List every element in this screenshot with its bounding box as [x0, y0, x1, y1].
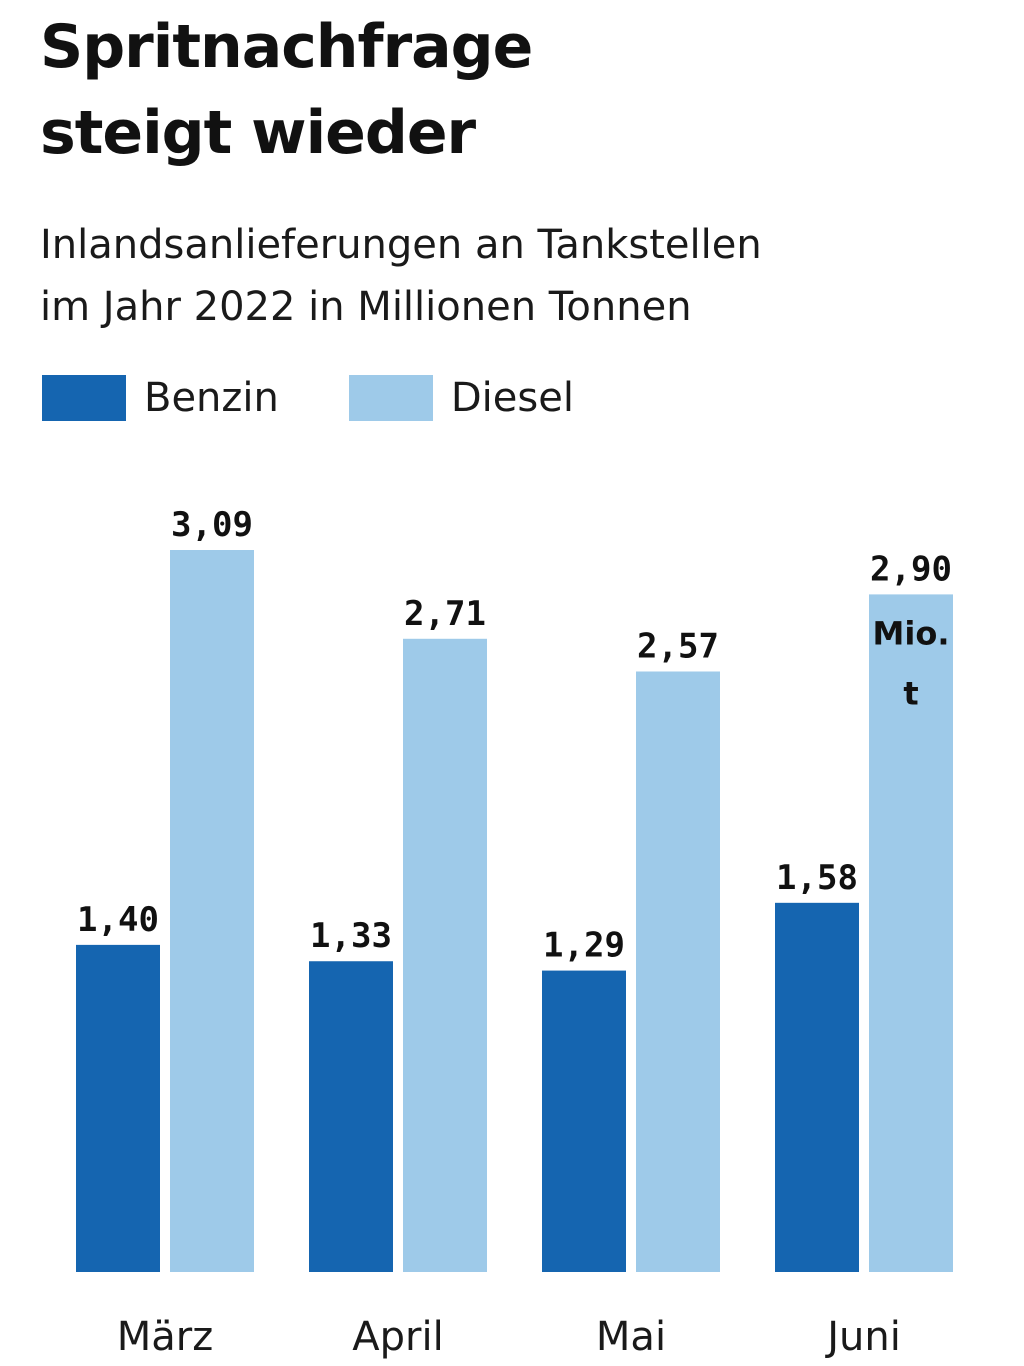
title-line-2: steigt wieder	[40, 98, 476, 168]
chart-title: Spritnachfrage steigt wieder	[40, 4, 940, 176]
bar-chart: 1,40 3,09 März 1,33 2,71 April 1,29 2,57 Mai 1,58…	[76, 505, 953, 1360]
legend-swatch-benzin	[42, 375, 126, 421]
category-label-1: April	[352, 1314, 443, 1360]
category-label-3: Juni	[824, 1314, 901, 1360]
bar-diesel-1	[403, 638, 487, 1272]
subtitle-line-1: Inlandsanlieferungen an Tankstellen	[40, 222, 762, 268]
data-label-benzin-0: 1,40	[77, 900, 159, 940]
data-label-diesel-3: 2,90	[870, 549, 952, 589]
data-label-diesel-1: 2,71	[404, 594, 486, 634]
legend-swatch-diesel	[348, 375, 433, 421]
legend: Benzin Diesel	[42, 372, 644, 424]
data-label-benzin-1: 1,33	[310, 916, 392, 956]
legend-label-benzin: Benzin	[144, 375, 279, 421]
bar-benzin-1	[309, 961, 393, 1272]
title-line-1: Spritnachfrage	[40, 12, 533, 82]
bar-diesel-0	[170, 550, 254, 1272]
data-label-diesel-0: 3,09	[171, 505, 253, 545]
legend-item-benzin: Benzin	[42, 375, 279, 421]
category-label-2: Mai	[596, 1314, 666, 1360]
data-label-diesel-2: 2,57	[637, 627, 719, 667]
legend-label-diesel: Diesel	[450, 375, 574, 421]
unit-annotation-line-2: t	[903, 674, 918, 712]
legend-item-diesel: Diesel	[348, 375, 574, 421]
bar-benzin-0	[76, 944, 160, 1272]
bar-benzin-2	[542, 970, 626, 1272]
data-label-benzin-2: 1,29	[543, 926, 625, 966]
unit-annotation-line-1: Mio.	[873, 614, 950, 652]
bar-benzin-3	[775, 902, 859, 1272]
chart-subtitle: Inlandsanlieferungen an Tankstellen im J…	[40, 214, 980, 338]
subtitle-line-2: im Jahr 2022 in Millionen Tonnen	[40, 284, 692, 330]
bar-diesel-3	[869, 594, 953, 1272]
category-label-0: März	[117, 1314, 213, 1360]
data-label-benzin-3: 1,58	[776, 858, 858, 898]
bar-diesel-2	[636, 671, 720, 1272]
